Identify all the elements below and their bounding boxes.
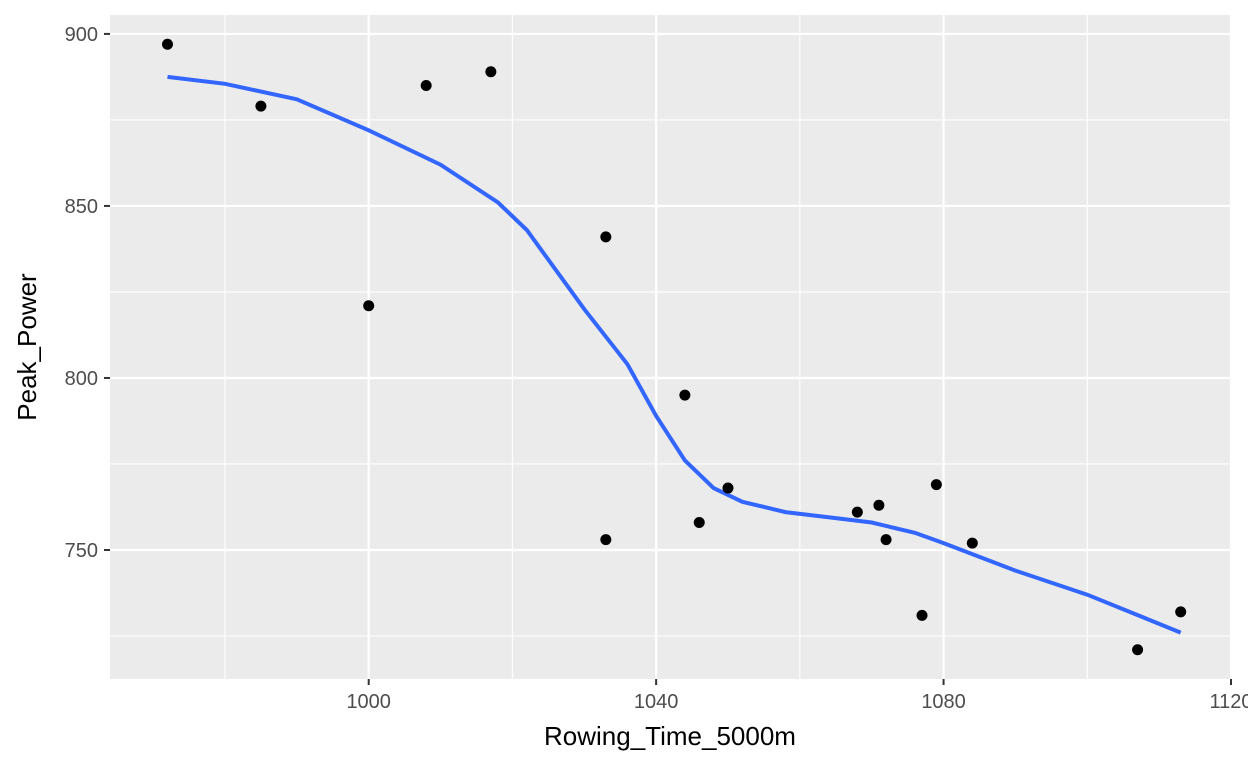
data-point: [873, 499, 885, 511]
minor-gridlines: [110, 15, 1231, 679]
y-tick-label: 800: [65, 368, 98, 390]
tick-labels: 1000 1040 1080 1120 750 800 850 900: [65, 24, 1248, 713]
data-point: [966, 537, 978, 549]
data-point: [916, 609, 928, 621]
major-gridlines: [110, 15, 1233, 679]
data-point: [420, 80, 432, 92]
y-axis-title: Peak_Power: [12, 273, 42, 421]
data-point: [679, 389, 691, 401]
y-tick-label: 850: [65, 196, 98, 218]
data-point: [363, 300, 375, 312]
y-tick-label: 900: [65, 24, 98, 46]
x-tick-label: 1040: [634, 691, 679, 713]
data-point: [880, 534, 892, 546]
data-point: [255, 100, 267, 112]
plot-panel: [110, 15, 1231, 679]
data-point: [600, 534, 612, 546]
data-point: [485, 66, 497, 78]
data-point: [161, 38, 173, 50]
data-point: [693, 516, 705, 528]
x-tick-label: 1120: [1209, 691, 1248, 713]
data-point: [600, 231, 612, 243]
axis-ticks: [104, 32, 1232, 685]
data-point: [1132, 644, 1144, 656]
data-point: [930, 479, 942, 491]
y-tick-label: 750: [65, 540, 98, 562]
x-axis-title: Rowing_Time_5000m: [544, 721, 796, 751]
smooth-trend-line: [167, 74, 1182, 635]
x-tick-label: 1080: [921, 691, 966, 713]
data-points: [161, 38, 1187, 656]
x-tick-label: 1000: [346, 691, 391, 713]
data-point: [722, 482, 734, 494]
data-point: [851, 506, 863, 518]
data-point: [1175, 606, 1187, 618]
